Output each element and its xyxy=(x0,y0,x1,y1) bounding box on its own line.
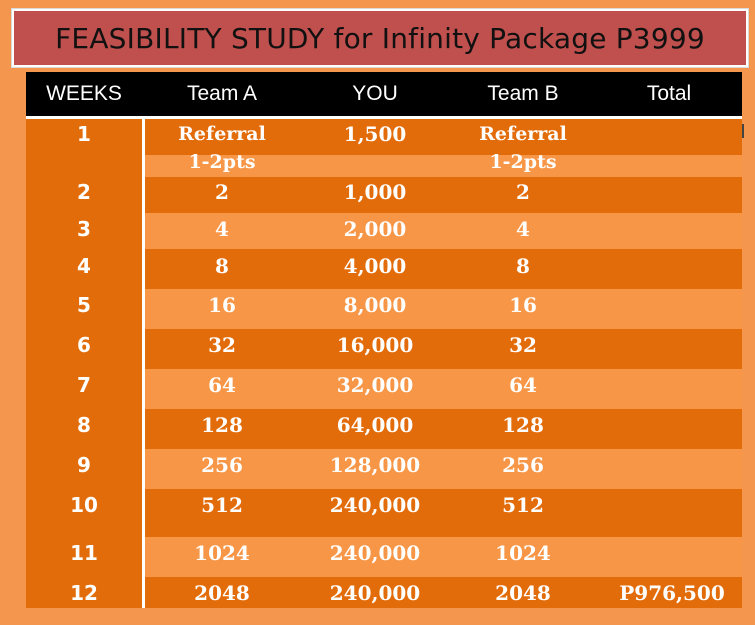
table-row xyxy=(26,449,742,489)
weeks-column xyxy=(26,119,142,608)
cell-week: 10 xyxy=(70,493,98,517)
cell-team-a: 2 xyxy=(215,180,229,204)
cell-team-b: 128 xyxy=(502,413,544,437)
cell-you: 1,500 xyxy=(343,122,407,146)
table-row xyxy=(26,213,742,249)
cell-total: P976,500 xyxy=(619,581,725,605)
cell-team-b: 1024 xyxy=(495,541,551,565)
cell-team-a: 256 xyxy=(201,453,243,477)
cell-week: 5 xyxy=(77,293,91,317)
cell-week: 2 xyxy=(77,180,91,204)
table-row xyxy=(26,489,742,537)
table-row xyxy=(26,369,742,409)
cell-you: 64,000 xyxy=(336,413,414,437)
title-banner: FEASIBILITY STUDY for Infinity Package P… xyxy=(12,9,748,67)
cell-you: 8,000 xyxy=(343,293,407,317)
cell-week: 4 xyxy=(77,254,91,278)
cell-week: 7 xyxy=(77,373,91,397)
header-weeks: WEEKS xyxy=(46,82,122,105)
cell-team-b: 32 xyxy=(509,333,537,357)
header-team-b: Team B xyxy=(487,82,559,105)
cell-team-b: 2048 xyxy=(495,581,551,605)
cell-team-b: 8 xyxy=(516,254,530,278)
cell-team-a: 4 xyxy=(215,217,229,241)
page-title: FEASIBILITY STUDY for Infinity Package P… xyxy=(55,21,705,55)
cell-you: 4,000 xyxy=(343,254,407,278)
cell-team-b: 256 xyxy=(502,453,544,477)
cell-you: 240,000 xyxy=(329,581,421,605)
table-row xyxy=(26,177,742,213)
cell-team-b: 2 xyxy=(516,180,530,204)
cell-team-b: 4 xyxy=(516,217,530,241)
cell-team-a: 512 xyxy=(201,493,243,517)
cell-team-a: 1024 xyxy=(194,541,250,565)
table-row xyxy=(26,409,742,449)
table-row xyxy=(26,537,742,577)
header-you: YOU xyxy=(352,82,398,105)
cell-week: 1 xyxy=(77,122,91,146)
cell-week: 11 xyxy=(70,541,98,565)
cell-team-b: 512 xyxy=(502,493,544,517)
cell-team-a: 16 xyxy=(208,293,236,317)
table-row xyxy=(26,329,742,369)
cell-team-a: 2048 xyxy=(194,581,250,605)
cell-team-b: 16 xyxy=(509,293,537,317)
cell-you: 240,000 xyxy=(329,541,421,565)
feasibility-table: WEEKS Team A YOU Team B Total 1 Referral … xyxy=(26,72,744,608)
cell-you: 16,000 xyxy=(336,333,414,357)
cell-week: 12 xyxy=(70,581,98,605)
cell-you: 240,000 xyxy=(329,493,421,517)
cell-week: 6 xyxy=(77,333,91,357)
cell-week: 9 xyxy=(77,453,91,477)
table-row xyxy=(26,119,742,177)
edge-marker xyxy=(742,124,744,138)
cell-team-b: Referral 1-2pts xyxy=(479,123,567,173)
table-row xyxy=(26,289,742,329)
cell-you: 128,000 xyxy=(329,453,421,477)
cell-you: 2,000 xyxy=(343,217,407,241)
cell-you: 32,000 xyxy=(336,373,414,397)
weeks-column-divider xyxy=(142,119,145,608)
header-total: Total xyxy=(646,82,692,105)
table-header: WEEKS Team A YOU Team B Total xyxy=(26,72,742,116)
cell-team-a: Referral 1-2pts xyxy=(178,123,266,173)
header-team-a: Team A xyxy=(186,82,258,105)
cell-you: 1,000 xyxy=(343,180,407,204)
cell-team-b: 64 xyxy=(509,373,537,397)
cell-team-a: 128 xyxy=(201,413,243,437)
cell-team-a: 8 xyxy=(215,254,229,278)
cell-week: 8 xyxy=(77,413,91,437)
cell-team-a: 64 xyxy=(208,373,236,397)
table-row xyxy=(26,577,742,608)
cell-team-a: 32 xyxy=(208,333,236,357)
header-divider xyxy=(26,116,742,119)
table-row xyxy=(26,249,742,289)
cell-week: 3 xyxy=(77,217,91,241)
